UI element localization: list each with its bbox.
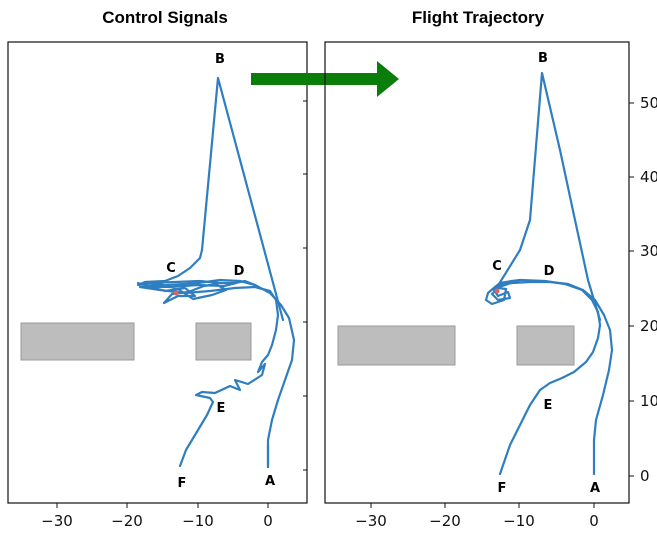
plot-frame: [324, 41, 630, 504]
panel-title: Flight Trajectory: [412, 8, 545, 27]
point-label-c: C: [492, 259, 502, 274]
point-label-e: E: [544, 398, 553, 413]
plot-frame: [7, 41, 308, 504]
right-arrow-icon: [251, 61, 399, 97]
x-tick-label: −10: [182, 512, 214, 530]
point-label-f: F: [498, 481, 507, 496]
point-label-f: F: [178, 476, 187, 491]
x-tick-label: −30: [355, 512, 387, 530]
y-axis: 0 10 20 30 40 50: [629, 94, 657, 485]
y-axis-ticks: [303, 100, 307, 471]
point-label-a: A: [590, 481, 600, 496]
x-axis: −30 −20 −10 0: [41, 503, 273, 530]
x-tick-label: 0: [589, 512, 599, 530]
x-tick-label: −20: [429, 512, 461, 530]
y-tick-label: 20: [640, 317, 657, 335]
y-tick-label: 10: [640, 392, 657, 410]
current-position-marker: [494, 288, 500, 294]
obstacle: [337, 325, 456, 366]
trajectory-line: [497, 278, 602, 476]
x-tick-label: −20: [111, 512, 143, 530]
x-tick-label: −30: [41, 512, 73, 530]
x-axis: −30 −20 −10 0: [355, 503, 599, 530]
panel-flight-trajectory: Flight Trajectory B C D E A F −30 −20 −1…: [324, 8, 657, 530]
trajectory-line: [136, 281, 238, 305]
x-tick-label: 0: [263, 512, 273, 530]
obstacle: [516, 325, 575, 366]
y-tick-label: 0: [640, 467, 650, 485]
point-label-d: D: [234, 264, 245, 279]
point-label-b: B: [538, 51, 548, 66]
trajectory-line: [484, 71, 614, 476]
point-label-a: A: [265, 474, 275, 489]
panel-title: Control Signals: [102, 8, 228, 27]
current-position-marker: [173, 290, 179, 296]
y-tick-label: 30: [640, 242, 657, 260]
y-tick-label: 50: [640, 94, 657, 112]
obstacle: [20, 322, 135, 361]
x-tick-label: −10: [503, 512, 535, 530]
point-label-c: C: [166, 261, 176, 276]
point-label-b: B: [215, 52, 225, 67]
obstacle: [195, 322, 252, 361]
point-label-e: E: [217, 401, 226, 416]
trajectory-line: [200, 76, 285, 322]
y-tick-label: 40: [640, 168, 657, 186]
point-label-d: D: [544, 264, 555, 279]
panel-control-signals: Control Signals B C D E A F −30 −20 −10 …: [7, 8, 308, 530]
trajectory-line: [138, 278, 296, 469]
